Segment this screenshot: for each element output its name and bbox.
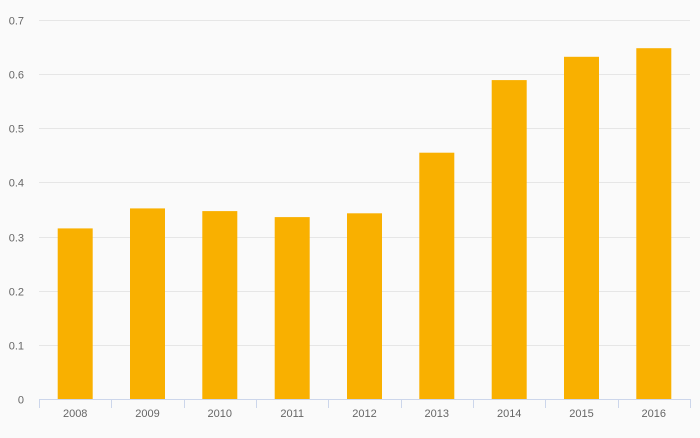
y-tick-label: 0.4 [9, 178, 24, 190]
y-tick-label: 0.5 [9, 124, 24, 136]
x-tick-label: 2016 [642, 408, 666, 420]
y-tick-label: 0.6 [9, 70, 24, 82]
x-tick-label: 2009 [135, 408, 159, 420]
bars [57, 48, 672, 400]
x-tick-label: 2015 [569, 408, 593, 420]
y-axis-tick-labels: 0 0.1 0.2 0.3 0.4 0.5 0.6 0.7 [9, 16, 24, 407]
x-axis [39, 399, 691, 408]
y-tick-label: 0.1 [9, 341, 24, 353]
x-tick-label: 2011 [280, 408, 304, 420]
y-tick-label: 0.7 [9, 16, 24, 28]
y-tick-label: 0 [18, 395, 24, 407]
y-tick-label: 0.2 [9, 287, 24, 299]
bar-2009[interactable] [130, 208, 165, 399]
bar-2013[interactable] [419, 152, 455, 399]
bar-2010[interactable] [202, 211, 238, 399]
x-tick-label: 2012 [352, 408, 376, 420]
bar-2016[interactable] [636, 48, 672, 399]
x-tick-label: 2014 [497, 408, 521, 420]
x-tick-label: 2010 [208, 408, 232, 420]
bar-2008[interactable] [57, 228, 93, 399]
x-axis-tick-labels: 2008 2009 2010 2011 2012 2013 2014 2015 2016 [63, 408, 666, 420]
y-tick-label: 0.3 [9, 233, 24, 245]
x-tick-label: 2008 [63, 408, 87, 420]
x-tick-label: 2013 [425, 408, 449, 420]
bar-2012[interactable] [347, 213, 382, 399]
bar-2014[interactable] [491, 80, 527, 399]
bar-2015[interactable] [564, 56, 599, 400]
bar-2011[interactable] [274, 217, 310, 399]
